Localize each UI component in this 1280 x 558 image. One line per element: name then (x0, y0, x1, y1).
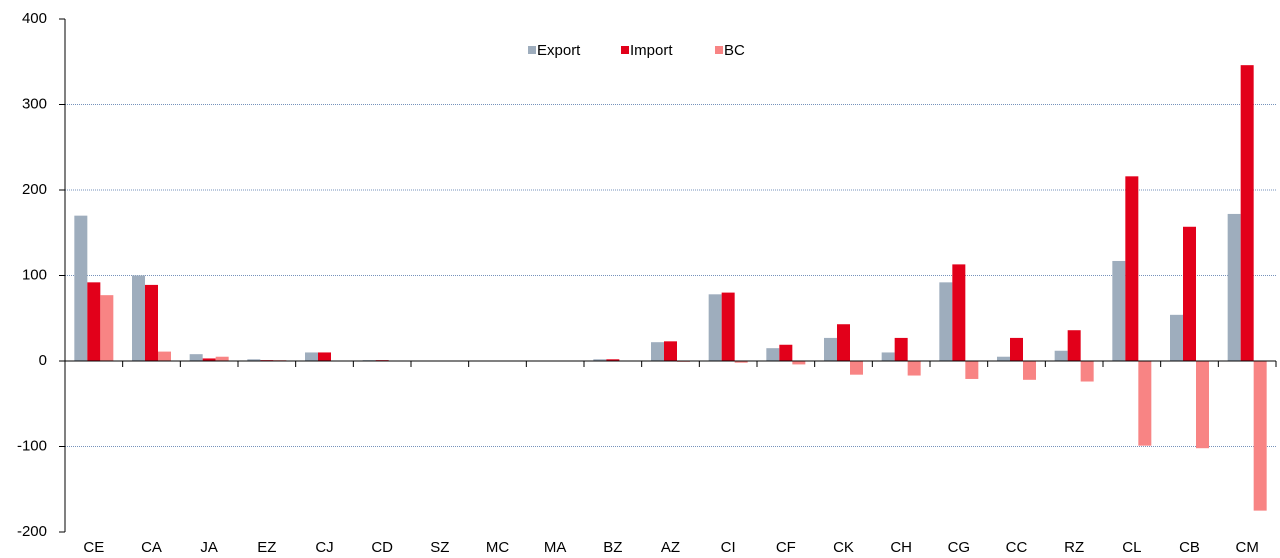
bar (952, 264, 966, 361)
x-tick-label: CI (721, 539, 736, 556)
x-tick-label: CB (1179, 539, 1200, 556)
bar (1170, 314, 1183, 361)
y-tick-label: -100 (17, 437, 47, 454)
legend-label: Import (630, 42, 673, 59)
x-tick-label: RZ (1064, 539, 1084, 556)
bar (593, 359, 607, 361)
bar (965, 361, 979, 379)
bar (1125, 176, 1139, 361)
bar (1010, 337, 1023, 361)
bar (305, 352, 318, 361)
bar (1138, 361, 1152, 446)
y-tick-label: 400 (22, 10, 47, 27)
x-tick-label: JA (200, 539, 218, 556)
bar (189, 354, 203, 361)
bar (881, 352, 895, 361)
legend-swatch (715, 46, 723, 54)
bar (824, 337, 837, 361)
x-tick-label: CG (948, 539, 971, 556)
bar (202, 358, 216, 361)
x-tick-label: EZ (257, 539, 276, 556)
y-tick-label: 300 (22, 95, 47, 112)
y-tick-label: -200 (17, 523, 47, 540)
bar (132, 275, 145, 361)
y-tick-label: 100 (22, 266, 47, 283)
bar (1054, 350, 1068, 361)
legend-swatch (621, 46, 629, 54)
bar (1253, 361, 1267, 511)
bar (907, 361, 921, 376)
bar (606, 359, 620, 361)
bar (1227, 213, 1241, 361)
bar (1023, 361, 1036, 380)
x-tick-label: BZ (603, 539, 622, 556)
x-tick-label: CD (371, 539, 393, 556)
bar (1196, 361, 1209, 449)
y-tick-label: 0 (39, 352, 47, 369)
x-tick-label: SZ (430, 539, 449, 556)
bar (721, 292, 735, 361)
bar (1183, 226, 1196, 361)
x-tick-label: CC (1006, 539, 1028, 556)
legend-label: Export (537, 42, 581, 59)
bar (145, 284, 158, 361)
bar (1240, 65, 1254, 362)
x-tick-label: CE (83, 539, 104, 556)
x-tick-label: CH (890, 539, 912, 556)
bar (215, 356, 229, 361)
y-tick-label: 200 (22, 181, 47, 198)
bar (318, 352, 331, 361)
x-tick-label: CL (1122, 539, 1141, 556)
bar (100, 295, 114, 361)
x-tick-label: MA (544, 539, 567, 556)
bar (792, 361, 806, 365)
bar (247, 359, 261, 361)
x-tick-label: AZ (661, 539, 680, 556)
legend-label: BC (724, 42, 745, 59)
bar (74, 215, 88, 361)
x-tick-label: MC (486, 539, 509, 556)
bar (1080, 361, 1094, 382)
x-tick-label: CA (141, 539, 162, 556)
bar (850, 361, 863, 375)
bar (997, 356, 1010, 361)
bar (87, 282, 101, 361)
x-tick-label: CJ (315, 539, 333, 556)
bar (779, 344, 793, 361)
bar (894, 337, 908, 361)
bar (651, 342, 664, 361)
bar (734, 361, 748, 363)
legend-swatch (528, 46, 536, 54)
bar (664, 341, 677, 361)
bar (939, 282, 953, 361)
bar (1067, 330, 1081, 361)
bar (158, 351, 171, 361)
bar (1112, 260, 1126, 361)
bar (837, 324, 850, 361)
bar (766, 348, 780, 361)
x-tick-label: CF (776, 539, 796, 556)
x-tick-label: CM (1236, 539, 1259, 556)
x-tick-label: CK (833, 539, 854, 556)
bar (708, 294, 722, 361)
